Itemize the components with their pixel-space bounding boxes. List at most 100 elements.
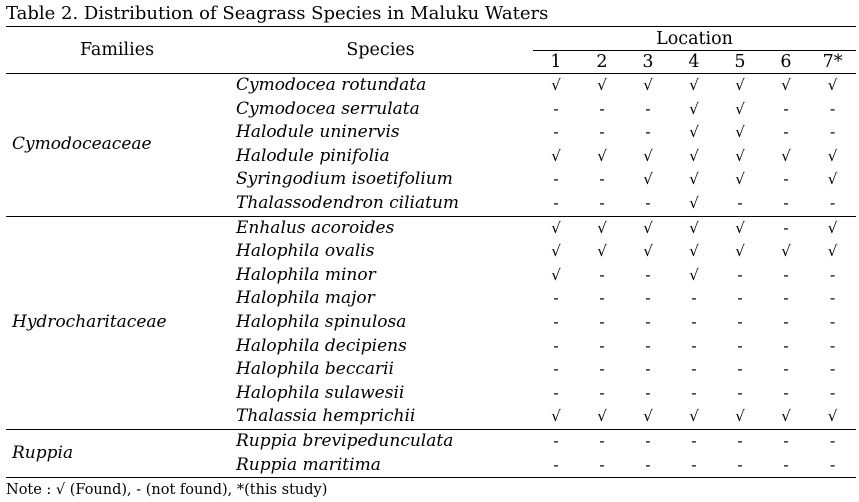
presence-mark: - xyxy=(645,265,651,284)
presence-mark: √ xyxy=(827,407,838,426)
presence-mark: √ xyxy=(551,76,561,94)
table-row: Thalassia hemprichii √ √ √ √ √ √ √ xyxy=(6,405,856,429)
species-cell: Enhalus acoroides xyxy=(228,215,533,241)
presence-mark: - xyxy=(553,360,559,379)
table-row: Syringodium isoetifolium - - √ √ √ - √ xyxy=(6,168,856,192)
presence-mark: √ xyxy=(689,123,699,142)
presence-mark: √ xyxy=(689,242,699,261)
location-number-3: 3 xyxy=(625,50,671,74)
table-row: Thalassodendron ciliatum - - - √ - - - xyxy=(6,192,856,216)
location-number-4: 4 xyxy=(671,50,717,74)
presence-mark: √ xyxy=(597,146,607,165)
presence-mark: √ xyxy=(781,242,791,261)
location-header: Location xyxy=(533,26,857,51)
presence-mark: √ xyxy=(551,242,561,261)
species-cell: Cymodocea rotundata xyxy=(236,75,427,95)
presence-mark: - xyxy=(763,428,809,454)
species-cell: Halophila major xyxy=(236,288,375,309)
table-note: Note : √ (Found), - (not found), *(this … xyxy=(6,482,328,498)
presence-mark: - xyxy=(645,123,651,142)
presence-mark: - xyxy=(625,453,671,479)
presence-mark: √ xyxy=(625,215,671,241)
table-row: Halophila ovalis √ √ √ √ √ √ √ xyxy=(6,240,856,264)
presence-mark: √ xyxy=(735,76,745,94)
species-cell: Cymodocea serrulata xyxy=(236,98,420,119)
presence-mark: - xyxy=(625,428,671,454)
presence-mark: √ xyxy=(689,76,699,94)
presence-mark: - xyxy=(645,312,651,331)
presence-mark: - xyxy=(783,99,789,118)
presence-mark: - xyxy=(599,123,605,142)
species-cell: Halophila sulawesii xyxy=(236,382,405,403)
table-header: Families Species Location 1 2 3 4 5 6 7* xyxy=(6,26,857,74)
presence-mark: - xyxy=(829,383,836,402)
location-number-6: 6 xyxy=(763,50,809,74)
table-row: Halophila sulawesii - - - - - - - xyxy=(6,382,856,406)
presence-mark: √ xyxy=(643,146,653,165)
presence-mark: √ xyxy=(597,76,607,94)
species-cell: Halophila minor xyxy=(236,264,376,285)
presence-mark: - xyxy=(599,289,605,308)
presence-mark: - xyxy=(783,170,789,189)
presence-mark: - xyxy=(553,123,559,142)
species-cell: Halophila beccarii xyxy=(236,359,394,380)
presence-mark: - xyxy=(579,428,625,454)
presence-mark: - xyxy=(553,170,559,189)
presence-mark: - xyxy=(737,265,743,284)
location-number-2: 2 xyxy=(579,50,625,74)
table-row: Cymodocea serrulata - - - √ √ - - xyxy=(6,98,856,122)
presence-mark: - xyxy=(829,265,836,284)
presence-mark: - xyxy=(829,360,836,379)
presence-mark: - xyxy=(691,336,697,355)
presence-mark: - xyxy=(553,99,559,118)
table-row: Halophila major - - - - - - - xyxy=(6,287,856,311)
presence-mark: √ xyxy=(671,215,717,241)
presence-mark: - xyxy=(737,289,743,308)
presence-mark: √ xyxy=(735,123,745,142)
species-cell: Halophila spinulosa xyxy=(236,311,407,332)
presence-mark: - xyxy=(829,99,836,118)
presence-mark: √ xyxy=(827,242,838,261)
presence-mark: - xyxy=(553,383,559,402)
presence-mark: - xyxy=(783,265,789,284)
presence-mark: √ xyxy=(643,242,653,261)
presence-mark: √ xyxy=(689,170,699,189)
presence-mark: √ xyxy=(781,146,791,165)
presence-mark: √ xyxy=(735,242,745,261)
presence-mark: - xyxy=(533,453,579,479)
presence-mark: √ xyxy=(551,265,561,284)
species-cell: Syringodium isoetifolium xyxy=(236,169,453,190)
family-cell: Ruppia xyxy=(6,428,228,479)
presence-mark: √ xyxy=(717,215,763,241)
presence-mark: - xyxy=(763,453,809,479)
presence-mark: - xyxy=(829,336,836,355)
location-number-1: 1 xyxy=(533,50,579,74)
presence-mark: - xyxy=(671,453,717,479)
presence-mark: √ xyxy=(689,265,699,284)
presence-mark: - xyxy=(783,360,789,379)
presence-mark: - xyxy=(645,360,651,379)
seagrass-distribution-table: Families Species Location 1 2 3 4 5 6 7* Cymod… xyxy=(6,26,857,479)
presence-mark: - xyxy=(809,453,857,479)
presence-mark: - xyxy=(809,428,857,454)
presence-mark: - xyxy=(645,336,651,355)
presence-mark: √ xyxy=(735,407,745,426)
presence-mark: - xyxy=(737,336,743,355)
presence-mark: - xyxy=(783,336,789,355)
presence-mark: √ xyxy=(827,146,838,165)
presence-mark: - xyxy=(599,312,605,331)
presence-mark: - xyxy=(553,289,559,308)
presence-mark: - xyxy=(579,453,625,479)
presence-mark: √ xyxy=(827,76,838,94)
presence-mark: √ xyxy=(827,170,838,189)
presence-mark: - xyxy=(599,360,605,379)
location-number-7: 7* xyxy=(809,50,857,74)
presence-mark: - xyxy=(717,453,763,479)
table-row: Cymodoceaceae Cymodocea rotundata √ √ √ √ √ √ √ xyxy=(6,74,856,154)
presence-mark: - xyxy=(599,99,605,118)
species-cell: Halophila ovalis xyxy=(236,241,375,262)
presence-mark: - xyxy=(829,193,836,212)
presence-mark: √ xyxy=(689,193,699,212)
species-header: Species xyxy=(228,26,533,74)
